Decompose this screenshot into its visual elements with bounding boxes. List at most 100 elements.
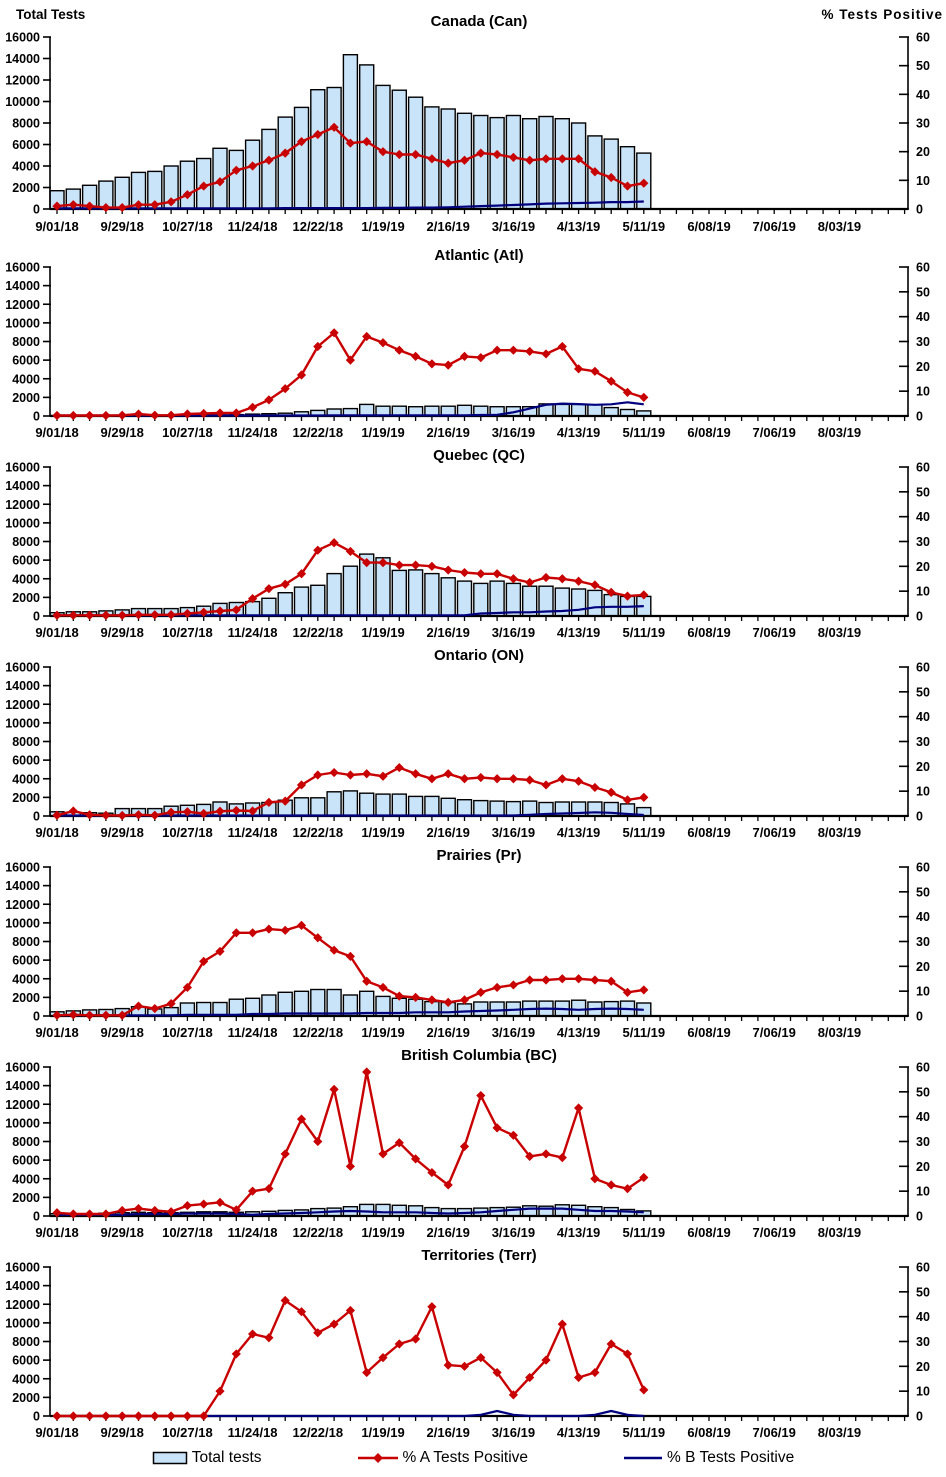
x-tick-label: 1/19/19	[361, 625, 404, 640]
right-y-axis: 60 50 40 30 20 10 0	[899, 1261, 930, 1424]
x-tick-label: 5/11/19	[622, 425, 665, 440]
x-tick-label: 2/16/19	[427, 219, 470, 234]
x-tick-label: 1/19/19	[361, 1025, 404, 1040]
right-y-tick-label: 0	[916, 1410, 923, 1424]
pct-a-positive-line	[52, 1295, 649, 1421]
x-tick-label: 3/16/19	[492, 1025, 535, 1040]
x-tick-label: 9/29/18	[101, 1225, 144, 1240]
left-y-tick-label: 14000	[5, 879, 40, 893]
x-tick-label: 9/01/18	[35, 425, 78, 440]
left-y-tick-label: 10000	[5, 1116, 40, 1130]
left-y-tick-label: 0	[33, 1010, 40, 1024]
x-tick-label: 9/29/18	[101, 825, 144, 840]
x-tick-label: 11/24/18	[228, 1425, 278, 1440]
right-y-tick-label: 30	[916, 117, 930, 131]
left-y-tick-label: 14000	[5, 1079, 40, 1093]
x-axis	[50, 1214, 908, 1221]
right-y-tick-label: 30	[916, 535, 930, 549]
x-tick-label: 11/24/18	[228, 1225, 278, 1240]
right-y-tick-label: 40	[916, 1310, 930, 1324]
left-y-axis: 16000 14000 12000 10000 8000 6000 4000 2000 0	[5, 261, 51, 424]
x-tick-label: 3/16/19	[492, 425, 535, 440]
x-axis	[50, 1014, 908, 1021]
left-y-tick-label: 16000	[5, 861, 40, 875]
x-tick-label: 8/03/19	[818, 1025, 861, 1040]
total-tests-bars	[49, 54, 652, 210]
x-tick-label: 10/27/18	[162, 425, 213, 440]
left-y-tick-label: 6000	[12, 554, 40, 568]
left-y-tick-label: 6000	[12, 138, 40, 152]
left-y-tick-label: 14000	[5, 1279, 40, 1293]
left-y-tick-label: 4000	[12, 160, 40, 174]
left-y-tick-label: 6000	[12, 1154, 40, 1168]
right-y-tick-label: 60	[916, 261, 930, 275]
right-y-tick-label: 60	[916, 461, 930, 475]
left-y-tick-label: 10000	[5, 316, 40, 330]
left-y-tick-label: 0	[33, 810, 40, 824]
x-tick-labels: 9/01/18 9/29/18 10/27/18 11/24/18 12/22/18 1/…	[35, 825, 861, 840]
left-y-tick-label: 8000	[12, 935, 40, 949]
left-y-axis: 16000 14000 12000 10000 8000 6000 4000 2000 0	[5, 1061, 51, 1224]
right-y-axis: 60 50 40 30 20 10 0	[899, 661, 930, 824]
left-y-tick-label: 14000	[5, 279, 40, 293]
right-y-tick-label: 10	[916, 985, 930, 999]
x-tick-label: 2/16/19	[427, 1425, 470, 1440]
x-tick-label: 10/27/18	[162, 1025, 213, 1040]
x-tick-label: 7/06/19	[753, 625, 796, 640]
x-tick-labels: 9/01/18 9/29/18 10/27/18 11/24/18 12/22/18 1/…	[35, 625, 861, 640]
x-tick-label: 6/08/19	[687, 825, 730, 840]
pct-a-positive-line	[52, 122, 649, 213]
left-y-tick-label: 12000	[5, 898, 40, 912]
right-y-tick-label: 20	[916, 560, 930, 574]
left-y-tick-label: 16000	[5, 1261, 40, 1275]
right-y-tick-label: 10	[916, 585, 930, 599]
x-tick-label: 7/06/19	[753, 1225, 796, 1240]
left-y-tick-label: 14000	[5, 52, 40, 66]
x-tick-label: 2/16/19	[427, 425, 470, 440]
right-y-tick-label: 50	[916, 285, 930, 299]
x-tick-label: 1/19/19	[361, 1425, 404, 1440]
x-tick-label: 3/16/19	[492, 1425, 535, 1440]
x-tick-label: 6/08/19	[687, 1025, 730, 1040]
x-tick-label: 5/11/19	[622, 1425, 665, 1440]
x-tick-label: 6/08/19	[687, 625, 730, 640]
x-tick-label: 9/01/18	[35, 1225, 78, 1240]
x-tick-label: 9/29/18	[101, 1425, 144, 1440]
left-y-tick-label: 0	[33, 410, 40, 424]
x-tick-label: 6/08/19	[687, 425, 730, 440]
right-y-tick-label: 60	[916, 1061, 930, 1075]
x-tick-label: 6/08/19	[687, 1425, 730, 1440]
left-y-tick-label: 8000	[12, 735, 40, 749]
right-y-tick-label: 20	[916, 360, 930, 374]
x-tick-label: 9/01/18	[35, 1425, 78, 1440]
pct-a-positive-line	[52, 1067, 649, 1219]
right-y-tick-label: 10	[916, 385, 930, 399]
x-tick-label: 11/24/18	[228, 219, 278, 234]
total-tests-bars	[49, 988, 652, 1017]
left-y-tick-label: 0	[33, 203, 40, 217]
right-y-tick-label: 30	[916, 935, 930, 949]
left-y-tick-label: 4000	[12, 1372, 40, 1386]
pct-b-line-swatch-icon	[624, 1456, 663, 1460]
x-tick-label: 4/13/19	[557, 625, 600, 640]
right-y-tick-label: 30	[916, 735, 930, 749]
left-y-axis: 16000 14000 12000 10000 8000 6000 4000 2000 0	[5, 661, 51, 824]
right-y-tick-label: 60	[916, 861, 930, 875]
left-y-tick-label: 2000	[12, 181, 40, 195]
x-tick-label: 1/19/19	[361, 219, 404, 234]
x-tick-label: 8/03/19	[818, 625, 861, 640]
x-tick-label: 10/27/18	[162, 219, 213, 234]
left-y-tick-label: 6000	[12, 954, 40, 968]
x-tick-label: 4/13/19	[557, 1025, 600, 1040]
left-y-tick-label: 10000	[5, 1316, 40, 1330]
right-y-axis: 60 50 40 30 20 10 0	[899, 1061, 930, 1224]
total-tests-bar-swatch-icon	[152, 1451, 187, 1465]
x-tick-label: 12/22/18	[292, 425, 343, 440]
right-y-tick-label: 50	[916, 59, 930, 73]
left-y-tick-label: 2000	[12, 1191, 40, 1205]
left-y-tick-label: 6000	[12, 754, 40, 768]
right-y-tick-label: 0	[916, 610, 923, 624]
left-y-tick-label: 2000	[12, 591, 40, 605]
x-tick-labels: 9/01/18 9/29/18 10/27/18 11/24/18 12/22/18 1/…	[35, 1425, 861, 1440]
